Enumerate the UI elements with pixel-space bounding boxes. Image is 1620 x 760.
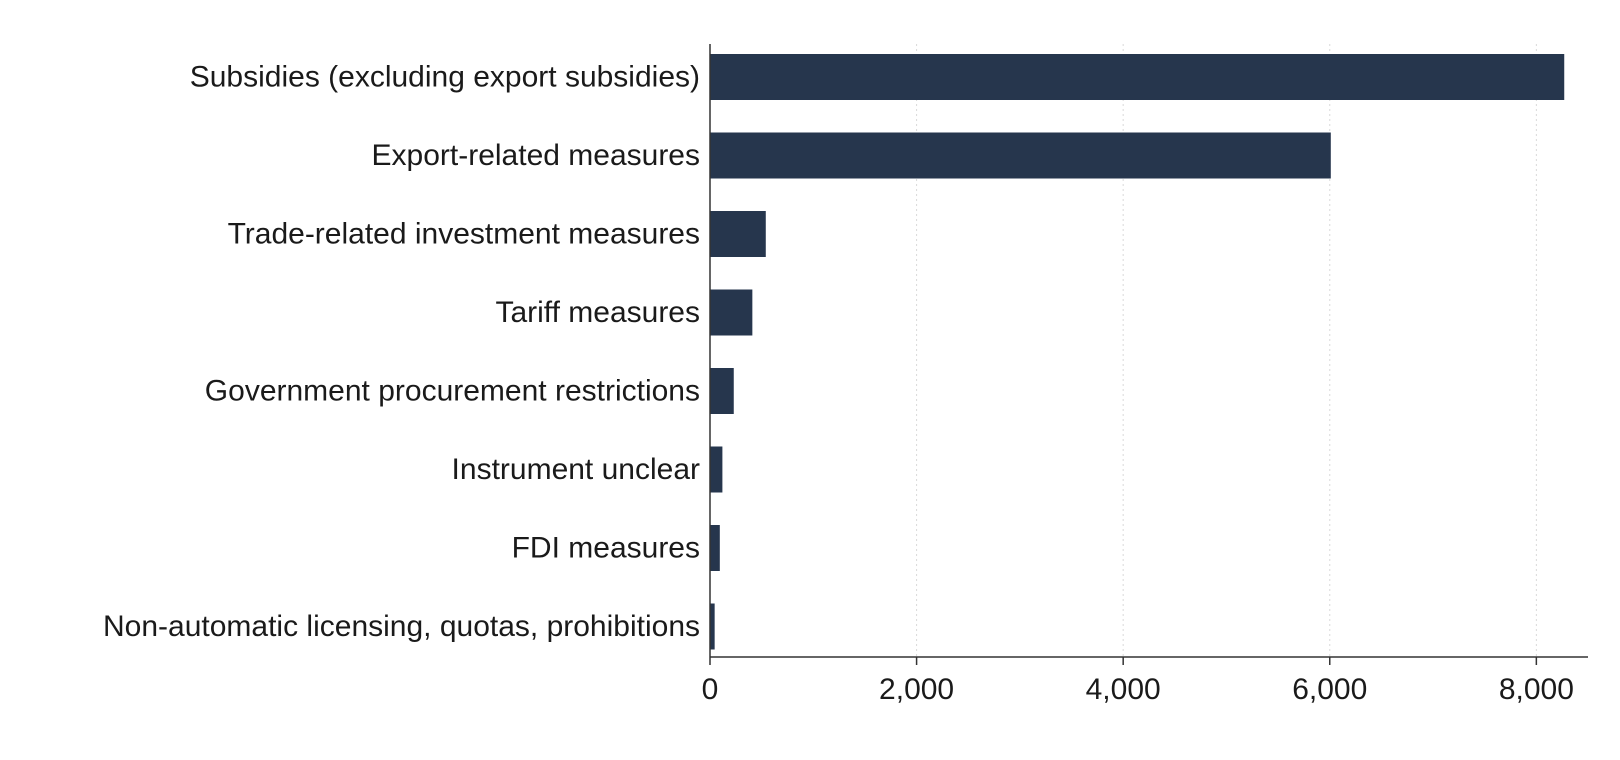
category-label: Tariff measures xyxy=(495,296,700,329)
x-tick-label: 8,000 xyxy=(1499,673,1574,706)
x-tick-label: 6,000 xyxy=(1292,673,1367,706)
x-axis-ticks: 0 2,000 4,000 6,000 8,000 xyxy=(702,657,1574,706)
category-label: Trade-related investment measures xyxy=(228,218,700,251)
category-label: Government procurement restrictions xyxy=(205,375,700,408)
x-tick-label: 2,000 xyxy=(879,673,954,706)
x-tick-label: 0 xyxy=(702,673,719,706)
bars xyxy=(710,54,1565,650)
category-label: Non-automatic licensing, quotas, prohibi… xyxy=(103,610,700,643)
grid-lines xyxy=(916,44,1537,657)
bar xyxy=(710,54,1565,100)
bar xyxy=(710,446,723,493)
bar xyxy=(710,525,720,571)
category-label: Export-related measures xyxy=(372,139,700,172)
category-label: FDI measures xyxy=(512,532,700,565)
category-label: Instrument unclear xyxy=(452,453,700,486)
bar xyxy=(710,368,734,414)
x-tick-label: 4,000 xyxy=(1086,673,1161,706)
category-labels: Subsidies (excluding export subsidies) Ex… xyxy=(103,61,700,644)
category-label: Subsidies (excluding export subsidies) xyxy=(190,61,700,94)
bar xyxy=(710,211,766,257)
bar xyxy=(710,132,1331,179)
bar xyxy=(710,603,715,650)
bar xyxy=(710,289,753,336)
